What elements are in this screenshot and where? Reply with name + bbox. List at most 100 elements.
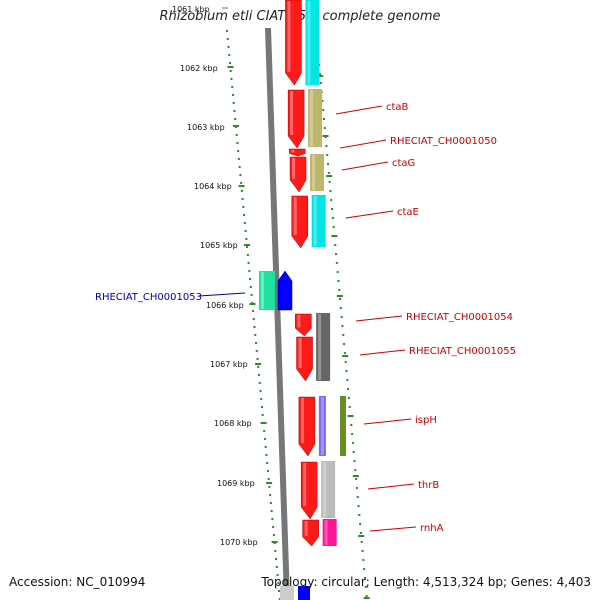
- topology-summary-text: Topology: circular; Length: 4,513,324 bp…: [261, 575, 591, 589]
- tick-label-1063: 1063 kbp: [187, 123, 225, 132]
- gene-label-ctaE[interactable]: ctaE: [397, 207, 419, 218]
- ruler-dot: [258, 382, 261, 384]
- outer-track-dot: [335, 253, 338, 255]
- outer-track-dot: [347, 397, 350, 399]
- gene-label-ispH[interactable]: ispH: [415, 415, 437, 426]
- outer-track-dot: [321, 100, 324, 102]
- ruler-dot: [278, 598, 281, 600]
- outer-track-dot: [352, 451, 355, 453]
- ruler-dot: [233, 110, 236, 112]
- cog-block: [322, 519, 337, 546]
- accession-text: Accession: NC_010994: [9, 575, 146, 589]
- outer-track-dot: [327, 163, 330, 165]
- gene-label-rheciat-ch0001053[interactable]: RHECIAT_CH0001053: [95, 292, 202, 303]
- ruler-tick: [221, 7, 228, 9]
- gene-bottom-gray: [280, 586, 294, 600]
- outer-track-dot: [323, 118, 326, 120]
- gene-ispH-highlight: [300, 398, 304, 443]
- cog-highlight: [324, 520, 328, 545]
- gene-label-rheciat-ch0001055[interactable]: RHECIAT_CH0001055: [409, 346, 516, 357]
- outer-track-dot: [337, 280, 340, 282]
- leader-line: [198, 292, 246, 297]
- gene-ispH-shape: [298, 396, 316, 457]
- gene-ch0001050: [289, 148, 306, 157]
- ruler-dot: [248, 270, 251, 272]
- gene-ctaG-highlight: [292, 158, 296, 179]
- tick-label-1067: 1067 kbp: [210, 360, 248, 369]
- outer-track-dot: [360, 541, 363, 543]
- ruler-dot: [266, 470, 269, 472]
- gene-ch0001050-highlight: [291, 150, 295, 153]
- cog-highlight: [318, 314, 322, 380]
- ruler-dot: [234, 118, 237, 120]
- gene-label-ctaB[interactable]: ctaB: [386, 102, 409, 113]
- outer-track-tick: [322, 135, 329, 137]
- outer-track-dot: [330, 199, 333, 201]
- ruler-dot: [270, 510, 273, 512]
- ruler-dot: [241, 198, 244, 200]
- gene-ch0001050-shape: [289, 148, 306, 157]
- cog-block: [305, 0, 320, 85]
- ruler-dot: [240, 190, 243, 192]
- cog-highlight: [320, 397, 324, 455]
- outer-track-tick: [342, 355, 349, 357]
- outer-track-dot: [356, 496, 359, 498]
- gene-label-rheciat-ch0001054[interactable]: RHECIAT_CH0001054: [406, 312, 513, 323]
- tick-label-1065: 1065 kbp: [200, 241, 238, 250]
- leader-line: [341, 161, 389, 171]
- leader-line: [363, 418, 412, 425]
- ruler-dot: [275, 558, 278, 560]
- outer-track-dot: [365, 595, 368, 597]
- ruler-dot: [276, 574, 279, 576]
- outer-track-tick: [363, 597, 370, 599]
- gene-ctaE-shape: [291, 195, 308, 249]
- ruler-dot: [229, 70, 232, 72]
- tick-label-1069: 1069 kbp: [217, 479, 255, 488]
- gene-top-shape: [285, 0, 302, 86]
- ruler-tick: [271, 541, 278, 543]
- ruler-dot: [226, 38, 229, 40]
- kbp-tick-labels: 1061 kbp 1062 kbp 1063 kbp 1064 kbp 1065…: [172, 5, 258, 547]
- gene-rnhA: [302, 519, 319, 547]
- ruler-tick: [249, 303, 256, 305]
- cog-block: [310, 154, 324, 191]
- gene-label-rnhA[interactable]: rnhA: [420, 523, 444, 534]
- tick-label-1061: 1061 kbp: [172, 5, 210, 14]
- outer-track-dot: [326, 154, 329, 156]
- outer-track-dot: [335, 262, 338, 264]
- tick-label-1070: 1070 kbp: [220, 538, 258, 547]
- outer-track-dot: [358, 514, 361, 516]
- outer-track-dot: [328, 181, 331, 183]
- ruler-dot: [228, 62, 231, 64]
- outer-track-dot: [339, 307, 342, 309]
- gene-label-rheciat-ch0001050[interactable]: RHECIAT_CH0001050: [390, 136, 497, 147]
- leader-line: [355, 315, 403, 322]
- ruler-dot: [237, 158, 240, 160]
- outer-track-tick: [317, 75, 324, 77]
- ruler-tick: [227, 66, 234, 68]
- gene-ctaE-highlight: [293, 197, 297, 235]
- ruler-dot: [275, 566, 278, 568]
- cog-block: [311, 195, 326, 247]
- cog-highlight: [312, 155, 315, 190]
- gene-ctaB: [287, 89, 305, 149]
- ruler-dot: [243, 222, 246, 224]
- outer-track-dot: [363, 568, 366, 570]
- ruler-dot: [264, 446, 267, 448]
- outer-track-dot: [344, 361, 347, 363]
- ruler-dot: [244, 230, 247, 232]
- gene-label-ctaG[interactable]: ctaG: [392, 158, 415, 169]
- outer-track-dot: [361, 550, 364, 552]
- leader-line: [339, 139, 387, 149]
- gene-top: [285, 0, 302, 86]
- ruler-dot: [247, 262, 250, 264]
- ruler-dot: [254, 334, 257, 336]
- gene-labels: ctaB RHECIAT_CH0001050 ctaG ctaE RHECIAT…: [95, 102, 516, 534]
- gene-label-thrB[interactable]: thrB: [418, 480, 439, 491]
- ruler-dot: [253, 326, 256, 328]
- gene-ch0001055: [296, 336, 313, 382]
- ruler-dot: [255, 350, 258, 352]
- cog-block: [318, 396, 326, 456]
- outer-track-dot: [319, 82, 322, 84]
- gene-ch0001054: [295, 313, 312, 337]
